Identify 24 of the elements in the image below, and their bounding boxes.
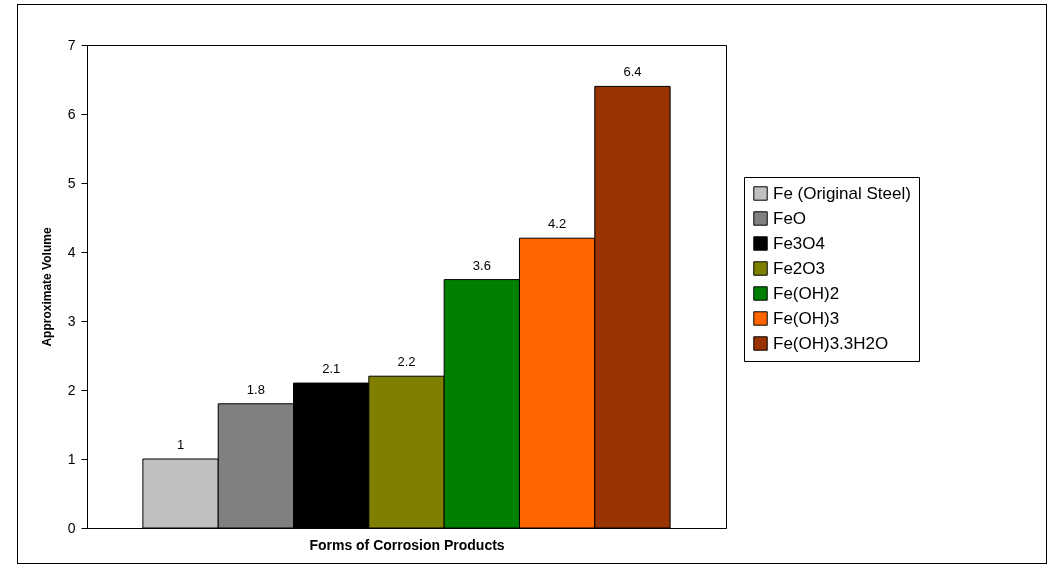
y-tick-label: 1 <box>67 450 76 467</box>
y-tick-label: 3 <box>67 312 76 329</box>
legend-label: Fe3O4 <box>773 233 825 253</box>
y-tick-label: 6 <box>67 105 76 122</box>
legend-label: FeO <box>773 208 807 228</box>
y-axis-title: Approximate Volume <box>39 227 54 347</box>
legend-label: Fe (Original Steel) <box>773 183 911 203</box>
y-tick-label: 2 <box>67 381 76 398</box>
y-tick-label: 0 <box>67 519 76 536</box>
y-tick-label: 4 <box>67 243 76 260</box>
x-axis-title: Forms of Corrosion Products <box>309 536 505 553</box>
data-label: 1.8 <box>246 381 265 397</box>
legend-label: Fe(OH)3 <box>773 308 840 328</box>
legend-label: Fe2O3 <box>773 258 825 278</box>
data-label: 6.4 <box>623 64 642 80</box>
data-label: 2.1 <box>322 361 341 377</box>
legend-label: Fe(OH)2 <box>773 283 840 303</box>
data-label: 3.6 <box>472 257 491 273</box>
data-label: 2.2 <box>397 354 416 370</box>
data-label: 1 <box>176 437 185 452</box>
legend-label: Fe(OH)3.3H2O <box>773 333 889 353</box>
y-tick-label: 5 <box>67 174 76 191</box>
data-label: 4.2 <box>548 216 567 232</box>
y-tick-label: 7 <box>67 36 76 53</box>
